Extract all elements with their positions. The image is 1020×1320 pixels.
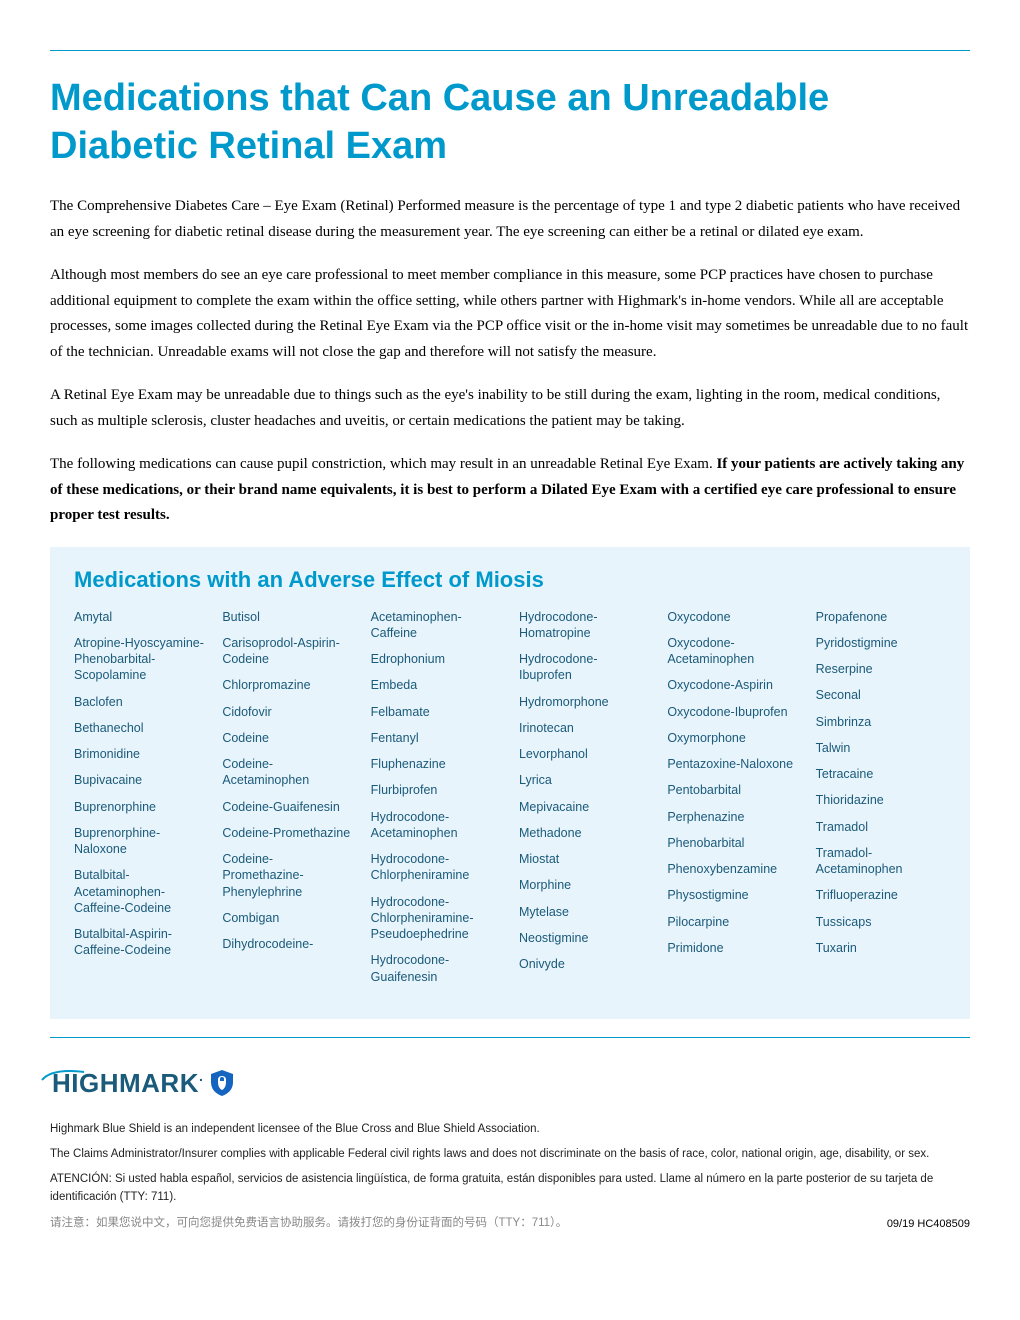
page-title: Medications that Can Cause an Unreadable… xyxy=(50,75,970,170)
meds-column: Amytal Atropine-Hyoscyamine-Phenobarbital… xyxy=(74,609,204,995)
med-item: Combigan xyxy=(222,910,352,926)
med-item: Tussicaps xyxy=(816,914,946,930)
med-item: Brimonidine xyxy=(74,746,204,762)
med-item: Reserpine xyxy=(816,661,946,677)
med-item: Codeine-Promethazine xyxy=(222,825,352,841)
med-item: Butisol xyxy=(222,609,352,625)
footnote-2: The Claims Administrator/Insurer complie… xyxy=(50,1146,970,1163)
med-item: Trifluoperazine xyxy=(816,887,946,903)
med-item: Embeda xyxy=(371,677,501,693)
med-item: Flurbiprofen xyxy=(371,782,501,798)
paragraph-2: Although most members do see an eye care… xyxy=(50,263,970,365)
med-item: Dihydrocodeine- xyxy=(222,936,352,952)
meds-column: Butisol Carisoprodol-Aspirin-Codeine Chlor… xyxy=(222,609,352,995)
med-item: Buprenorphine-Naloxone xyxy=(74,825,204,858)
med-item: Tramadol-Acetaminophen xyxy=(816,845,946,878)
med-item: Buprenorphine xyxy=(74,799,204,815)
med-item: Hydromorphone xyxy=(519,694,649,710)
med-item: Fentanyl xyxy=(371,730,501,746)
med-item: Pentazoxine-Naloxone xyxy=(667,756,797,772)
med-item: Bethanechol xyxy=(74,720,204,736)
med-item: Hydrocodone-Ibuprofen xyxy=(519,651,649,684)
med-item: Hydrocodone-Homatropine xyxy=(519,609,649,642)
med-item: Irinotecan xyxy=(519,720,649,736)
medications-box: Medications with an Adverse Effect of Mi… xyxy=(50,547,970,1019)
med-item: Baclofen xyxy=(74,694,204,710)
med-item: Amytal xyxy=(74,609,204,625)
med-item: Codeine-Promethazine-Phenylephrine xyxy=(222,851,352,900)
logo-row: HIGHMARK. xyxy=(50,1068,970,1099)
med-item: Seconal xyxy=(816,687,946,703)
top-rule xyxy=(50,50,970,51)
med-item: Hydrocodone-Chlorpheniramine-Pseudoephed… xyxy=(371,894,501,943)
med-item: Bupivacaine xyxy=(74,772,204,788)
paragraph-1: The Comprehensive Diabetes Care – Eye Ex… xyxy=(50,194,970,245)
med-item: Levorphanol xyxy=(519,746,649,762)
med-item: Tetracaine xyxy=(816,766,946,782)
med-item: Oxycodone-Acetaminophen xyxy=(667,635,797,668)
med-item: Acetaminophen-Caffeine xyxy=(371,609,501,642)
med-item: Morphine xyxy=(519,877,649,893)
med-item: Oxymorphone xyxy=(667,730,797,746)
med-item: Mepivacaine xyxy=(519,799,649,815)
med-item: Pilocarpine xyxy=(667,914,797,930)
med-item: Butalbital-Aspirin-Caffeine-Codeine xyxy=(74,926,204,959)
med-item: Codeine xyxy=(222,730,352,746)
med-item: Neostigmine xyxy=(519,930,649,946)
medications-columns: Amytal Atropine-Hyoscyamine-Phenobarbital… xyxy=(74,609,946,995)
highmark-logo: HIGHMARK. xyxy=(50,1068,203,1099)
med-item: Butalbital-Acetaminophen-Caffeine-Codein… xyxy=(74,867,204,916)
med-item: Edrophonium xyxy=(371,651,501,667)
meds-column: Acetaminophen-Caffeine Edrophonium Embeda F… xyxy=(371,609,501,995)
medications-heading: Medications with an Adverse Effect of Mi… xyxy=(74,567,946,593)
paragraph-4-plain: The following medications can cause pupi… xyxy=(50,456,716,472)
med-item: Tuxarin xyxy=(816,940,946,956)
med-item: Pentobarbital xyxy=(667,782,797,798)
med-item: Phenoxybenzamine xyxy=(667,861,797,877)
med-item: Thioridazine xyxy=(816,792,946,808)
med-item: Physostigmine xyxy=(667,887,797,903)
med-item: Hydrocodone-Acetaminophen xyxy=(371,809,501,842)
med-item: Pyridostigmine xyxy=(816,635,946,651)
meds-column: Oxycodone Oxycodone-Acetaminophen Oxycodon… xyxy=(667,609,797,995)
bottom-rule xyxy=(50,1037,970,1038)
med-item: Perphenazine xyxy=(667,809,797,825)
footnote-1: Highmark Blue Shield is an independent l… xyxy=(50,1121,970,1138)
med-item: Primidone xyxy=(667,940,797,956)
med-item: Miostat xyxy=(519,851,649,867)
footer-row: 请注意：如果您说中文，可向您提供免费语言协助服务。请拨打您的身份证背面的号码（T… xyxy=(50,1214,970,1230)
meds-column: Propafenone Pyridostigmine Reserpine Secona… xyxy=(816,609,946,995)
paragraph-3: A Retinal Eye Exam may be unreadable due… xyxy=(50,383,970,434)
med-item: Propafenone xyxy=(816,609,946,625)
meds-column: Hydrocodone-Homatropine Hydrocodone-Ibupr… xyxy=(519,609,649,995)
document-code: 09/19 HC408509 xyxy=(887,1218,970,1230)
shield-icon xyxy=(209,1068,235,1098)
med-item: Oxycodone xyxy=(667,609,797,625)
med-item: Methadone xyxy=(519,825,649,841)
footnote-3: ATENCIÓN: Si usted habla español, servic… xyxy=(50,1171,970,1206)
med-item: Phenobarbital xyxy=(667,835,797,851)
med-item: Codeine-Acetaminophen xyxy=(222,756,352,789)
med-item: Codeine-Guaifenesin xyxy=(222,799,352,815)
med-item: Atropine-Hyoscyamine-Phenobarbital-Scopo… xyxy=(74,635,204,684)
med-item: Oxycodone-Ibuprofen xyxy=(667,704,797,720)
med-item: Lyrica xyxy=(519,772,649,788)
med-item: Oxycodone-Aspirin xyxy=(667,677,797,693)
med-item: Talwin xyxy=(816,740,946,756)
med-item: Hydrocodone-Guaifenesin xyxy=(371,952,501,985)
logo-swoosh-icon xyxy=(40,1066,88,1086)
med-item: Fluphenazine xyxy=(371,756,501,772)
paragraph-4: The following medications can cause pupi… xyxy=(50,452,970,529)
med-item: Cidofovir xyxy=(222,704,352,720)
med-item: Onivyde xyxy=(519,956,649,972)
med-item: Mytelase xyxy=(519,904,649,920)
med-item: Felbamate xyxy=(371,704,501,720)
med-item: Simbrinza xyxy=(816,714,946,730)
med-item: Carisoprodol-Aspirin-Codeine xyxy=(222,635,352,668)
footnote-chinese: 请注意：如果您说中文，可向您提供免费语言协助服务。请拨打您的身份证背面的号码（T… xyxy=(50,1214,567,1230)
med-item: Tramadol xyxy=(816,819,946,835)
med-item: Hydrocodone-Chlorpheniramine xyxy=(371,851,501,884)
med-item: Chlorpromazine xyxy=(222,677,352,693)
